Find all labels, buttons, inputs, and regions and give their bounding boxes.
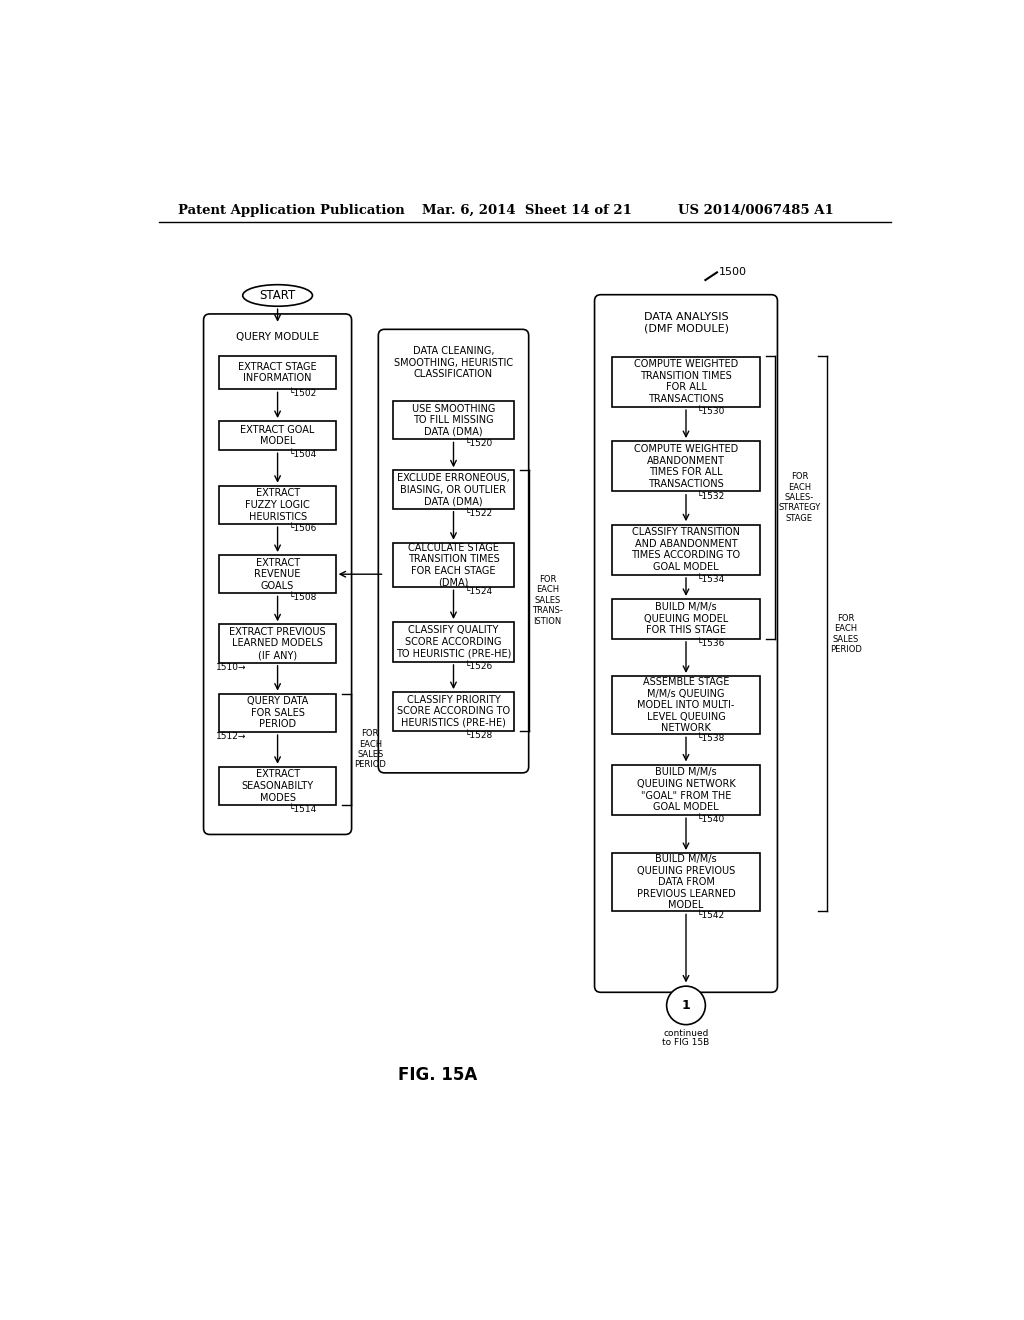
Text: Patent Application Publication: Patent Application Publication	[178, 205, 406, 218]
Bar	[219, 486, 336, 524]
Text: to FIG 15B: to FIG 15B	[663, 1038, 710, 1047]
Bar	[612, 599, 760, 639]
Text: └1514: └1514	[289, 805, 316, 814]
Text: └1530: └1530	[697, 407, 725, 416]
Bar	[219, 693, 336, 733]
Bar	[219, 421, 336, 450]
Text: FOR
EACH
SALES
PERIOD: FOR EACH SALES PERIOD	[354, 729, 386, 770]
Text: └1540: └1540	[697, 816, 725, 824]
Text: ASSEMBLE STAGE
M/M/s QUEUING
MODEL INTO MULTI-
LEVEL QUEUING
NETWORK: ASSEMBLE STAGE M/M/s QUEUING MODEL INTO …	[637, 677, 734, 734]
Text: └1528: └1528	[464, 730, 493, 739]
Text: EXCLUDE ERRONEOUS,
BIASING, OR OUTLIER
DATA (DMA): EXCLUDE ERRONEOUS, BIASING, OR OUTLIER D…	[397, 473, 510, 506]
Text: CLASSIFY QUALITY
SCORE ACCORDING
TO HEURISTIC (PRE-HE): CLASSIFY QUALITY SCORE ACCORDING TO HEUR…	[396, 626, 511, 659]
Bar	[612, 853, 760, 911]
Text: └1502: └1502	[289, 389, 316, 399]
Bar	[393, 543, 514, 587]
Ellipse shape	[243, 285, 312, 306]
Text: └1520: └1520	[464, 440, 493, 449]
Text: CLASSIFY TRANSITION
AND ABANDONMENT
TIMES ACCORDING TO
GOAL MODEL: CLASSIFY TRANSITION AND ABANDONMENT TIME…	[632, 527, 740, 572]
Text: US 2014/0067485 A1: US 2014/0067485 A1	[678, 205, 834, 218]
Text: COMPUTE WEIGHTED
TRANSITION TIMES
FOR ALL
TRANSACTIONS: COMPUTE WEIGHTED TRANSITION TIMES FOR AL…	[634, 359, 738, 404]
Text: DATA ANALYSIS
(DMF MODULE): DATA ANALYSIS (DMF MODULE)	[643, 312, 728, 333]
Text: BUILD M/M/s
QUEUING PREVIOUS
DATA FROM
PREVIOUS LEARNED
MODEL: BUILD M/M/s QUEUING PREVIOUS DATA FROM P…	[637, 854, 735, 911]
Text: CLASSIFY PRIORITY
SCORE ACCORDING TO
HEURISTICS (PRE-HE): CLASSIFY PRIORITY SCORE ACCORDING TO HEU…	[397, 694, 510, 727]
Bar	[612, 524, 760, 574]
Bar	[612, 764, 760, 814]
Text: EXTRACT
SEASONABILTY
MODES: EXTRACT SEASONABILTY MODES	[242, 770, 313, 803]
Text: └1522: └1522	[464, 508, 493, 517]
Bar	[219, 767, 336, 805]
Text: FOR
EACH
SALES-
STRATEGY
STAGE: FOR EACH SALES- STRATEGY STAGE	[778, 473, 820, 523]
Text: Mar. 6, 2014  Sheet 14 of 21: Mar. 6, 2014 Sheet 14 of 21	[423, 205, 633, 218]
Bar	[612, 441, 760, 491]
Text: └1538: └1538	[697, 734, 725, 743]
FancyBboxPatch shape	[595, 294, 777, 993]
Text: └1532: └1532	[697, 492, 725, 500]
Text: └1504: └1504	[289, 450, 316, 459]
Text: └1524: └1524	[464, 587, 493, 597]
Bar	[393, 622, 514, 663]
Circle shape	[667, 986, 706, 1024]
Text: └1506: └1506	[289, 524, 316, 533]
Text: continued: continued	[664, 1028, 709, 1038]
Bar	[219, 554, 336, 594]
Text: └1534: └1534	[697, 576, 725, 583]
FancyBboxPatch shape	[204, 314, 351, 834]
Text: EXTRACT STAGE
INFORMATION: EXTRACT STAGE INFORMATION	[239, 362, 316, 383]
Bar	[219, 355, 336, 389]
Text: FOR
EACH
SALES
PERIOD: FOR EACH SALES PERIOD	[830, 614, 862, 653]
Text: BUILD M/M/s
QUEUING MODEL
FOR THIS STAGE: BUILD M/M/s QUEUING MODEL FOR THIS STAGE	[644, 602, 728, 635]
Text: CALCULATE STAGE
TRANSITION TIMES
FOR EACH STAGE
(DMA): CALCULATE STAGE TRANSITION TIMES FOR EAC…	[408, 543, 500, 587]
Text: DATA CLEANING,
SMOOTHING, HEURISTIC
CLASSIFICATION: DATA CLEANING, SMOOTHING, HEURISTIC CLAS…	[394, 346, 513, 379]
Text: └1508: └1508	[289, 594, 316, 602]
Text: EXTRACT PREVIOUS
LEARNED MODELS
(IF ANY): EXTRACT PREVIOUS LEARNED MODELS (IF ANY)	[229, 627, 326, 660]
Text: COMPUTE WEIGHTED
ABANDONMENT
TIMES FOR ALL
TRANSACTIONS: COMPUTE WEIGHTED ABANDONMENT TIMES FOR A…	[634, 444, 738, 488]
Text: START: START	[259, 289, 296, 302]
Bar	[219, 624, 336, 663]
Bar	[612, 676, 760, 734]
Text: EXTRACT GOAL
MODEL: EXTRACT GOAL MODEL	[241, 425, 314, 446]
Text: FOR
EACH
SALES
TRANS-
ISTION: FOR EACH SALES TRANS- ISTION	[532, 576, 563, 626]
Text: EXTRACT
FUZZY LOGIC
HEURISTICS: EXTRACT FUZZY LOGIC HEURISTICS	[245, 488, 310, 521]
Text: BUILD M/M/s
QUEUING NETWORK
"GOAL" FROM THE
GOAL MODEL: BUILD M/M/s QUEUING NETWORK "GOAL" FROM …	[637, 767, 735, 812]
Text: └1526: └1526	[464, 663, 493, 671]
Text: 1: 1	[682, 999, 690, 1012]
Text: FIG. 15A: FIG. 15A	[398, 1065, 477, 1084]
Text: └1542: └1542	[697, 911, 725, 920]
Text: USE SMOOTHING
TO FILL MISSING
DATA (DMA): USE SMOOTHING TO FILL MISSING DATA (DMA)	[412, 404, 496, 437]
Text: 1500: 1500	[719, 268, 748, 277]
Text: EXTRACT
REVENUE
GOALS: EXTRACT REVENUE GOALS	[254, 557, 301, 591]
Text: QUERY MODULE: QUERY MODULE	[236, 333, 319, 342]
Bar	[393, 401, 514, 440]
Bar	[393, 692, 514, 730]
Bar	[393, 470, 514, 508]
Bar	[612, 356, 760, 407]
FancyBboxPatch shape	[378, 330, 528, 774]
Text: QUERY DATA
FOR SALES
PERIOD: QUERY DATA FOR SALES PERIOD	[247, 696, 308, 730]
Text: 1512→: 1512→	[216, 733, 246, 741]
Text: └1536: └1536	[697, 639, 725, 648]
Text: 1510→: 1510→	[216, 663, 246, 672]
